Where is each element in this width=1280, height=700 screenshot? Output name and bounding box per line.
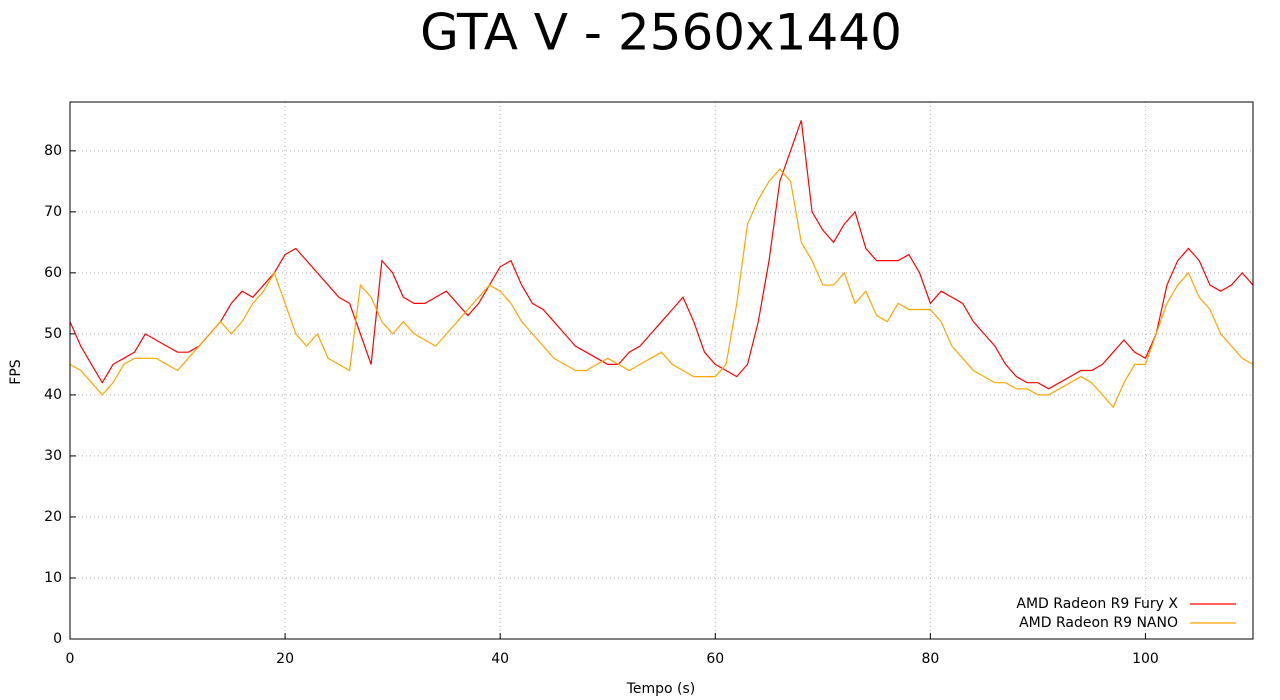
legend-label: AMD Radeon R9 NANO: [1019, 615, 1178, 631]
plot-frame: [69, 101, 1254, 640]
x-tick-label: 60: [706, 651, 724, 667]
x-tick-label: 20: [276, 651, 294, 667]
x-tick-label: 40: [491, 651, 509, 667]
legend-label: AMD Radeon R9 Fury X: [1016, 596, 1178, 612]
y-tick-label: 80: [44, 143, 62, 159]
series-line: [69, 168, 1254, 409]
x-axis-label: Tempo (s): [626, 681, 696, 697]
x-tick-label: 0: [66, 651, 75, 667]
y-tick-label: 40: [44, 387, 62, 403]
y-tick-label: 20: [44, 509, 62, 525]
y-tick-label: 30: [44, 448, 62, 464]
x-tick-label: 80: [921, 651, 939, 667]
chart-title: GTA V - 2560x1440: [420, 4, 902, 62]
y-tick-label: 70: [44, 204, 62, 220]
y-axis-label: FPS: [8, 359, 24, 384]
y-tick-label: 10: [44, 570, 62, 586]
x-tick-label: 100: [1132, 651, 1159, 667]
y-tick-label: 0: [53, 631, 62, 647]
y-tick-label: 50: [44, 326, 62, 342]
series-line: [69, 120, 1254, 390]
y-tick-label: 60: [44, 265, 62, 281]
